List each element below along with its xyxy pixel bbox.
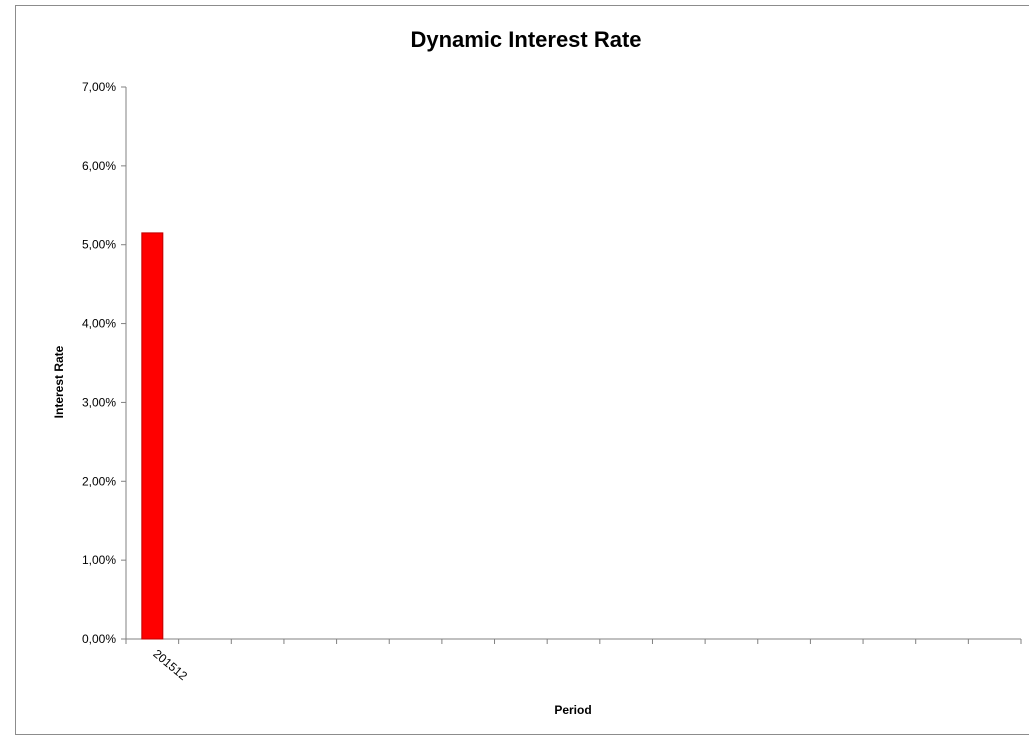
y-tick-label: 1,00% [82, 553, 116, 567]
plot-area: 0,00% 1,00% 2,00% 3,00% 4,00% 5,00% 6,00% 7,00%… [82, 80, 1022, 684]
chart-title: Dynamic Interest Rate [410, 27, 641, 52]
bar [141, 232, 164, 640]
y-tick-label: 2,00% [82, 474, 116, 488]
y-tick-label: 0,00% [82, 632, 116, 646]
y-tick-label: 6,00% [82, 159, 116, 173]
x-axis-title: Period [554, 703, 591, 717]
y-tick-label: 3,00% [82, 395, 116, 409]
chart-area [15, 5, 1029, 735]
x-tick-label: 201512 [150, 647, 190, 684]
y-tick-label: 4,00% [82, 317, 116, 331]
y-axis-title: Interest Rate [52, 345, 66, 418]
y-tick-label: 5,00% [82, 238, 116, 252]
y-tick-label: 7,00% [82, 80, 116, 94]
